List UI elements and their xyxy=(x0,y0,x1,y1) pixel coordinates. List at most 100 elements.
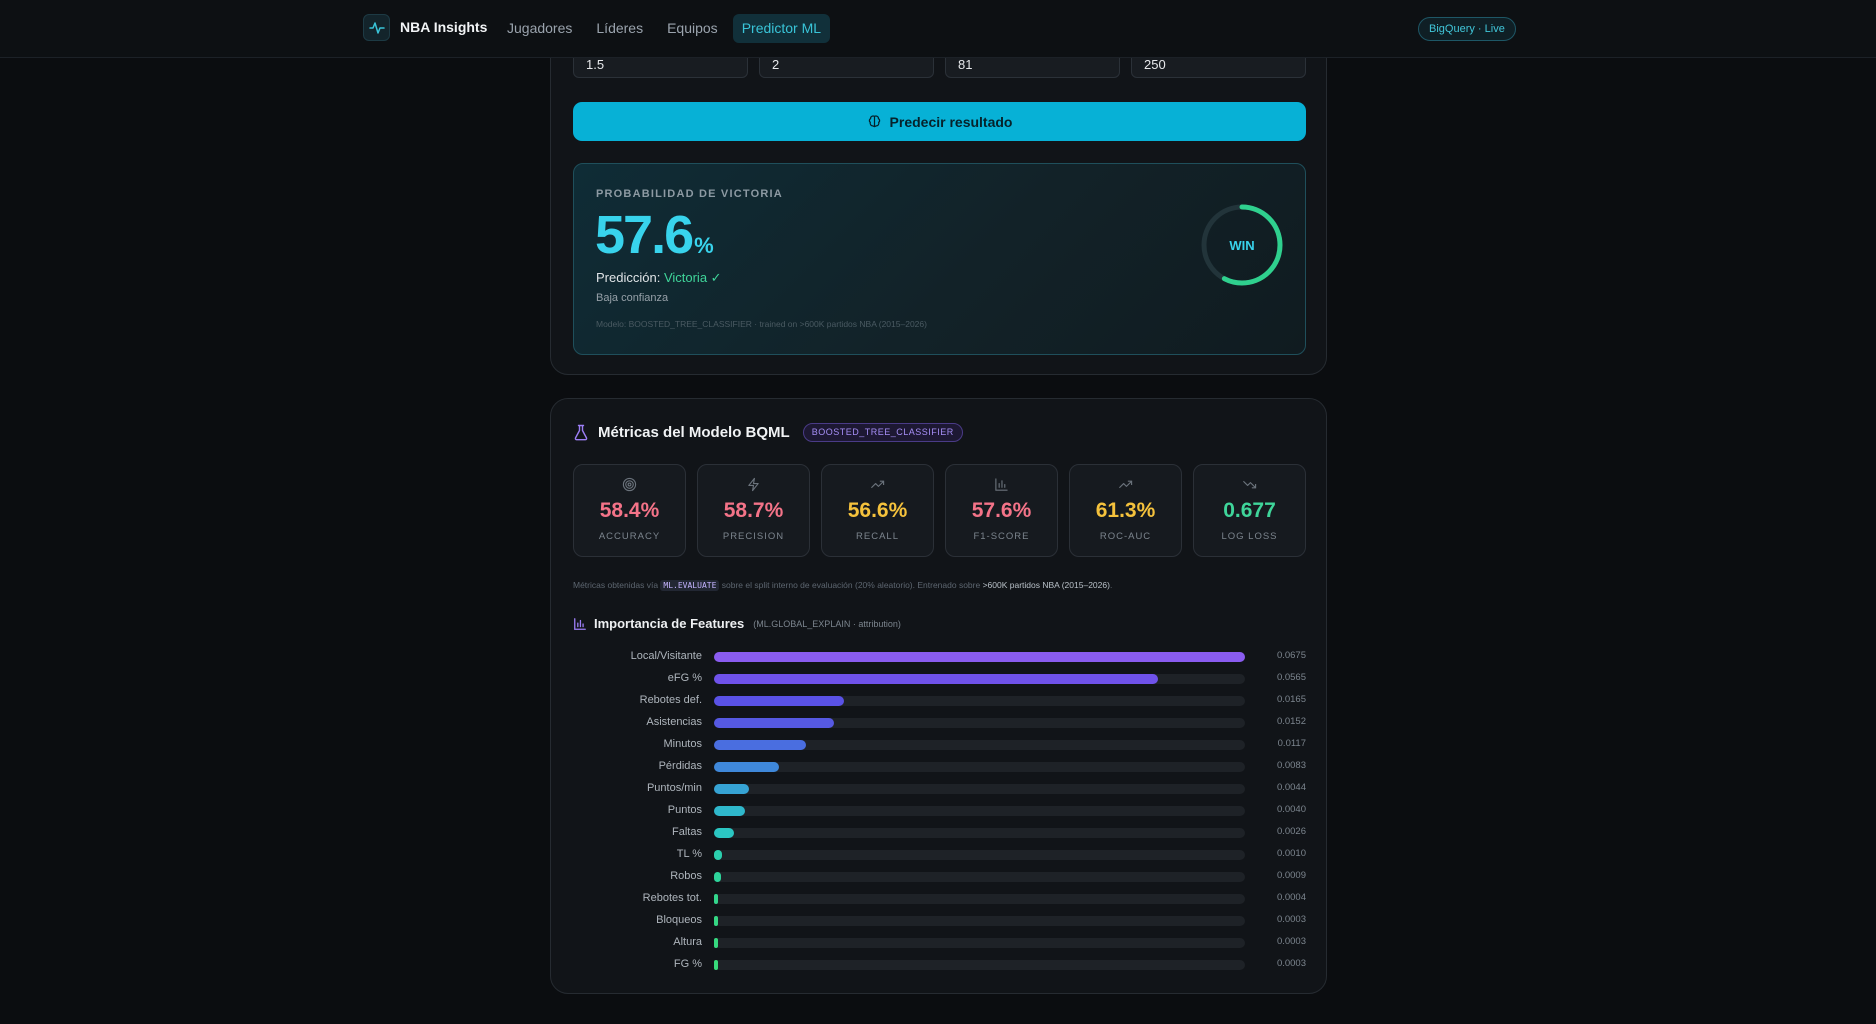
nav-link-lideres[interactable]: Líderes xyxy=(596,20,644,36)
metric-label: RECALL xyxy=(856,531,899,542)
feature-bar-track xyxy=(714,916,1245,926)
nav-links: Jugadores Líderes Equipos Predictor ML xyxy=(498,14,831,43)
feature-bar xyxy=(714,894,718,904)
metric-label: ROC-AUC xyxy=(1099,531,1152,542)
feature-value: 0.0675 xyxy=(1276,650,1306,661)
feature-bar-track xyxy=(714,718,1245,728)
ml-evaluate-code: ML.EVALUATE xyxy=(660,580,720,591)
nav-link-equipos[interactable]: Equipos xyxy=(667,20,718,36)
feature-value: 0.0083 xyxy=(1276,760,1306,771)
feature-value: 0.0565 xyxy=(1276,672,1306,683)
win-gauge-label: WIN xyxy=(1229,238,1254,253)
activity-icon[interactable] xyxy=(363,14,390,41)
feature-bar-track xyxy=(714,740,1245,750)
result-label: PROBABILIDAD DE VICTORIA xyxy=(596,188,783,200)
feature-bar-track xyxy=(714,806,1245,816)
feature-name: Local/Visitante xyxy=(630,650,702,662)
feature-bar xyxy=(714,872,722,882)
note-highlight: >600K partidos NBA (2015–2026) xyxy=(982,580,1110,590)
feature-bar xyxy=(714,762,780,772)
metric-value: 61.3% xyxy=(1095,499,1156,522)
bar-chart-icon xyxy=(995,478,1008,491)
feature-bar xyxy=(714,828,735,838)
metric-label: LOG LOSS xyxy=(1221,531,1278,542)
feature-name: eFG % xyxy=(667,672,702,684)
feature-importance-title: Importancia de Features xyxy=(594,616,745,631)
metric-value: 57.6% xyxy=(971,499,1032,522)
feature-bar xyxy=(714,740,807,750)
model-type-badge: BOOSTED_TREE_CLASSIFIER xyxy=(802,423,963,442)
note-text: sobre el split interno de evaluación (20… xyxy=(719,580,983,590)
predict-button[interactable]: Predecir resultado xyxy=(573,102,1306,141)
feature-value: 0.0009 xyxy=(1276,870,1306,881)
metric-value: 58.7% xyxy=(723,499,784,522)
nav-link-predictor-ml[interactable]: Predictor ML xyxy=(732,14,831,43)
feature-bar xyxy=(714,960,718,970)
feature-value: 0.0117 xyxy=(1277,738,1306,749)
feature-name: Asistencias xyxy=(646,716,702,728)
trend-up-icon xyxy=(1119,480,1133,489)
feature-value: 0.0010 xyxy=(1276,848,1306,859)
feature-name: Puntos xyxy=(667,804,702,816)
metrics-card: Métricas del Modelo BQML BOOSTED_TREE_CL… xyxy=(550,398,1327,994)
feature-row: Altura 0.0003 xyxy=(573,932,1306,954)
nav-link-jugadores[interactable]: Jugadores xyxy=(507,20,573,36)
feature-value: 0.0003 xyxy=(1276,936,1306,947)
feature-bar-track xyxy=(714,696,1245,706)
feature-row: Rebotes tot. 0.0004 xyxy=(573,888,1306,910)
feature-row: TL % 0.0010 xyxy=(573,844,1306,866)
feature-bar-track xyxy=(714,652,1245,662)
metric-label: PRECISION xyxy=(722,531,785,542)
metric-card-precision: 58.7% PRECISION xyxy=(697,464,810,557)
feature-value: 0.0040 xyxy=(1276,804,1306,815)
percent-sign: % xyxy=(694,233,714,258)
trend-up-icon xyxy=(871,480,885,489)
feature-name: Rebotes def. xyxy=(639,694,702,706)
feature-bar-track xyxy=(714,784,1245,794)
feature-row: Robos 0.0009 xyxy=(573,866,1306,888)
feature-row: Asistencias 0.0152 xyxy=(573,712,1306,734)
feature-row: Puntos 0.0040 xyxy=(573,800,1306,822)
feature-row: Faltas 0.0026 xyxy=(573,822,1306,844)
win-probability: 57.6% xyxy=(595,204,714,266)
feature-row: eFG % 0.0565 xyxy=(573,668,1306,690)
metrics-header: Métricas del Modelo BQML BOOSTED_TREE_CL… xyxy=(573,423,963,442)
feature-name: Faltas xyxy=(672,826,702,838)
feature-bar-track xyxy=(714,674,1245,684)
brain-icon xyxy=(868,115,880,128)
predict-button-label: Predecir resultado xyxy=(889,113,1013,130)
brand-name[interactable]: NBA Insights xyxy=(400,19,488,35)
feature-bar xyxy=(714,674,1159,684)
win-probability-value: 57.6 xyxy=(595,205,694,265)
feature-name: Minutos xyxy=(663,738,702,750)
metric-card-recall: 56.6% RECALL xyxy=(821,464,934,557)
feature-bar-track xyxy=(714,872,1245,882)
feature-bar-track xyxy=(714,828,1245,838)
metric-value: 0.677 xyxy=(1223,499,1276,522)
top-nav: NBA Insights Jugadores Líderes Equipos P… xyxy=(0,0,1876,58)
feature-value: 0.0165 xyxy=(1276,694,1306,705)
feature-bar-track xyxy=(714,894,1245,904)
feature-importance-subtitle: (ML.GLOBAL_EXPLAIN · attribution) xyxy=(753,618,901,629)
feature-value: 0.0003 xyxy=(1276,958,1306,969)
feature-bar xyxy=(714,938,718,948)
win-gauge: WIN xyxy=(1201,204,1283,286)
feature-value: 0.0044 xyxy=(1276,782,1306,793)
feature-bar xyxy=(714,718,834,728)
note-text: . xyxy=(1109,580,1113,590)
metric-card-roc-auc: 61.3% ROC-AUC xyxy=(1069,464,1182,557)
prediction-label: Predicción: xyxy=(596,270,661,285)
feature-bar-track xyxy=(714,938,1245,948)
note-text: Métricas obtenidas vía xyxy=(573,580,661,590)
feature-name: TL % xyxy=(676,848,702,860)
feature-row: Rebotes def. 0.0165 xyxy=(573,690,1306,712)
feature-value: 0.0004 xyxy=(1276,892,1306,903)
feature-bar xyxy=(714,652,1245,662)
metric-label: F1-SCORE xyxy=(973,531,1030,542)
feature-bar xyxy=(714,806,746,816)
feature-value: 0.0003 xyxy=(1276,914,1306,925)
feature-name: Puntos/min xyxy=(646,782,702,794)
flask-icon xyxy=(574,424,588,441)
bolt-icon xyxy=(748,477,759,492)
feature-row: Puntos/min 0.0044 xyxy=(573,778,1306,800)
